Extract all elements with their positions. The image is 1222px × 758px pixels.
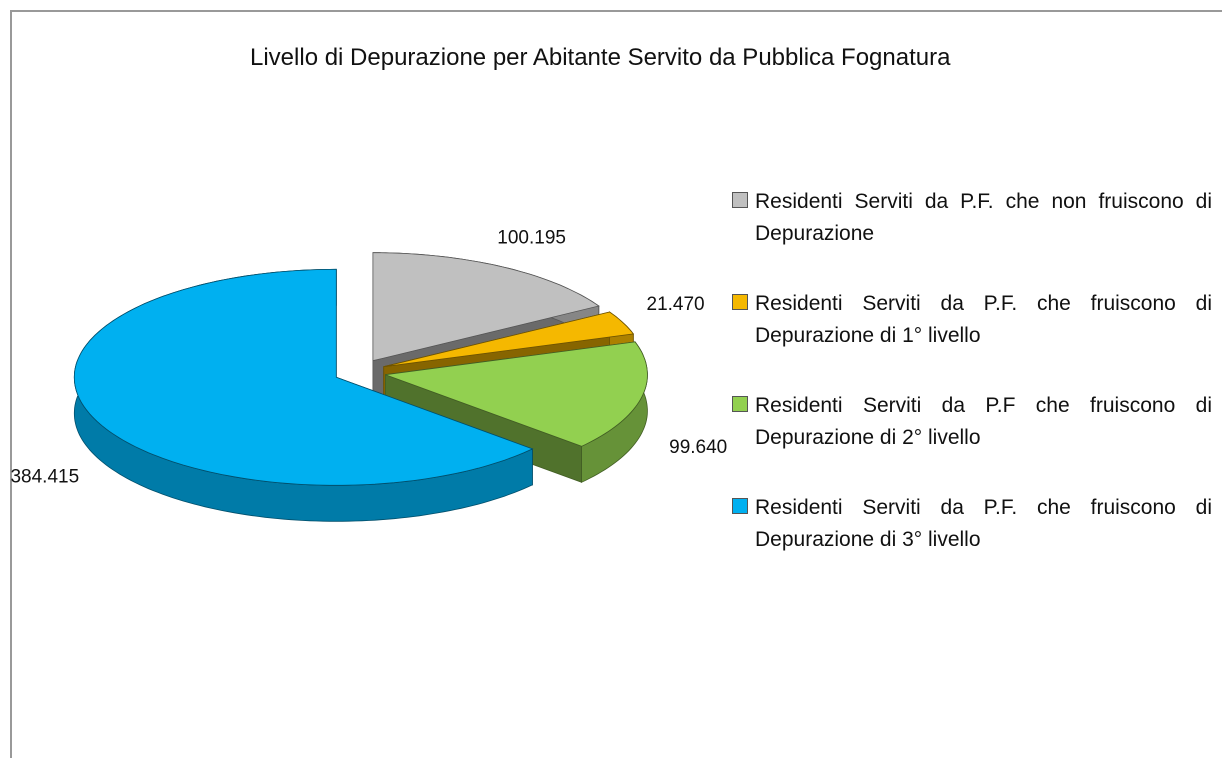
slice (73, 268, 534, 522)
data-label: 21.470 (647, 294, 705, 315)
slice-top (383, 311, 635, 368)
legend-swatch (732, 498, 748, 514)
data-label: 384.415 (10, 466, 79, 487)
legend-entry: Residenti Serviti da P.F. che non fruisc… (732, 186, 1212, 250)
data-label: 99.640 (669, 437, 727, 458)
chart-title: Livello di Depurazione per Abitante Serv… (250, 44, 951, 71)
legend-label: Residenti Serviti da P.F. che fruiscono … (755, 496, 1212, 551)
legend-swatch (732, 192, 748, 208)
legend-entry: Residenti Serviti da P.F. che fruiscono … (732, 492, 1212, 556)
legend-label: Residenti Serviti da P.F che fruiscono d… (755, 394, 1212, 449)
legend: Residenti Serviti da P.F. che non fruisc… (732, 186, 1212, 594)
legend-label: Residenti Serviti da P.F. che non fruisc… (755, 190, 1212, 245)
legend-entry: Residenti Serviti da P.F. che fruiscono … (732, 288, 1212, 352)
data-label: 100.195 (497, 227, 566, 248)
legend-entry: Residenti Serviti da P.F che fruiscono d… (732, 390, 1212, 454)
legend-label: Residenti Serviti da P.F. che fruiscono … (755, 292, 1212, 347)
slice-top (372, 252, 600, 362)
slice-top (73, 268, 534, 486)
legend-swatch (732, 396, 748, 412)
legend-swatch (732, 294, 748, 310)
chart-frame (10, 10, 1222, 758)
slice-top (385, 341, 648, 447)
